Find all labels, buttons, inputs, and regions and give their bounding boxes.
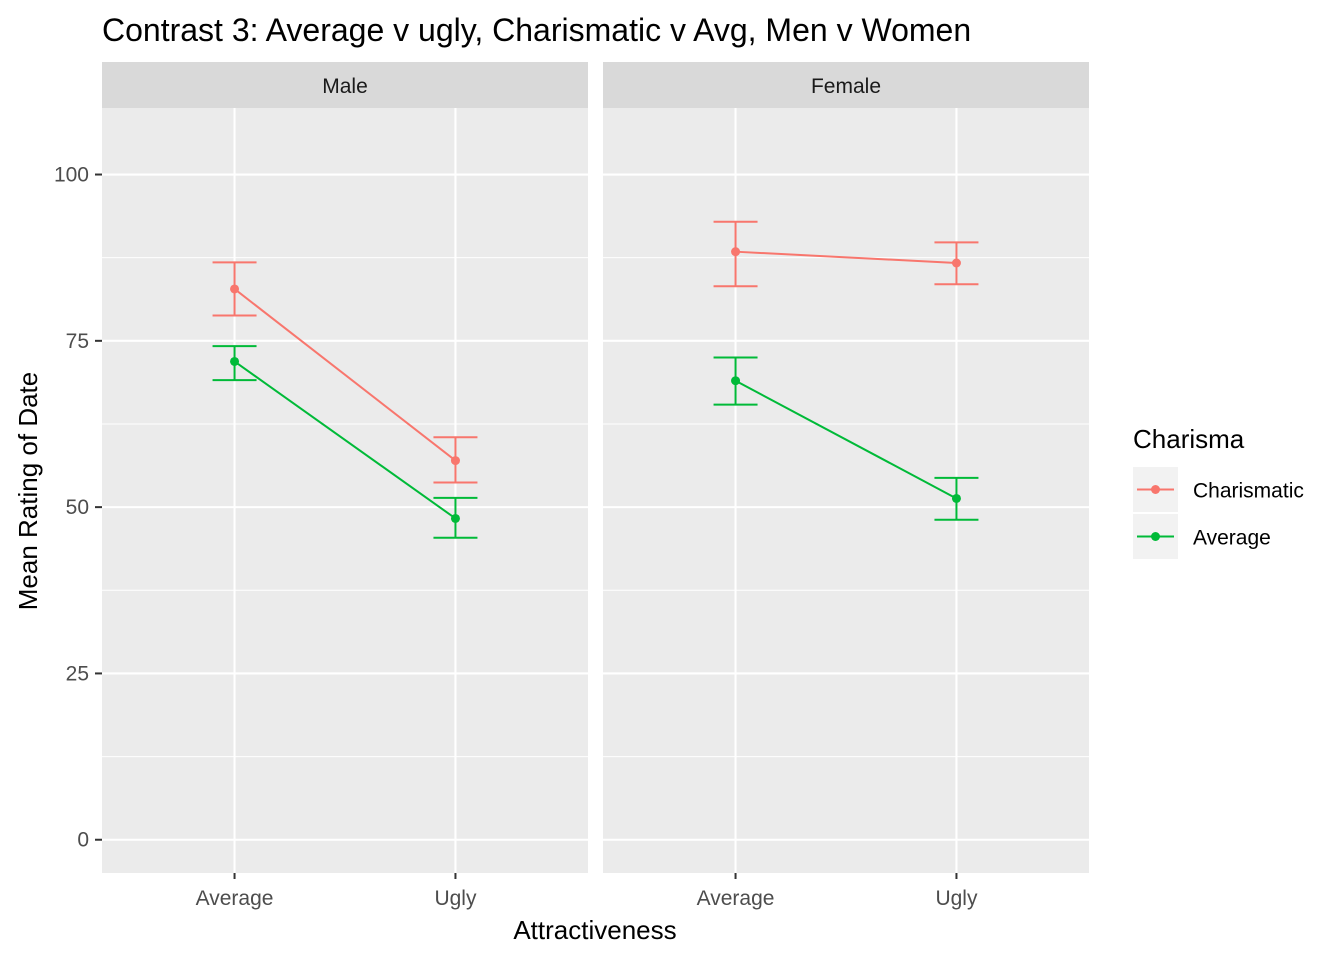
legend: Charisma Charismatic Average	[1133, 424, 1304, 559]
legend-label: Average	[1193, 527, 1271, 550]
legend-item-average: Average	[1133, 514, 1271, 559]
y-tick-label: 50	[66, 496, 89, 519]
y-tick-label: 0	[77, 829, 89, 852]
series-average	[212, 345, 478, 539]
data-point	[731, 247, 741, 257]
panel-male: Male Average Ugly	[102, 62, 588, 910]
panel-background	[603, 108, 1089, 873]
panel-female: Female Average Ugly	[603, 62, 1089, 910]
y-axis: 0 25 50 75 100	[54, 164, 102, 852]
legend-key-point	[1151, 532, 1160, 541]
data-point	[450, 513, 460, 523]
y-tick-label: 25	[66, 662, 89, 685]
panel-background	[102, 108, 588, 873]
legend-label: Charismatic	[1193, 480, 1304, 503]
series-charismatic	[212, 261, 478, 484]
x-axis-title: Attractiveness	[513, 915, 676, 945]
legend-title: Charisma	[1133, 424, 1245, 454]
x-tick-label: Ugly	[434, 887, 477, 910]
data-point	[230, 284, 240, 294]
series-charismatic	[713, 220, 979, 288]
series-line	[233, 360, 457, 520]
legend-item-charismatic: Charismatic	[1133, 467, 1304, 512]
data-point	[951, 258, 961, 268]
chart-title: Contrast 3: Average v ugly, Charismatic …	[102, 12, 971, 48]
data-point	[230, 356, 240, 366]
y-axis-title: Mean Rating of Date	[13, 372, 43, 610]
facet-strip-label: Male	[322, 75, 368, 98]
facet-strip	[102, 62, 588, 108]
data-point	[450, 456, 460, 466]
series-line	[735, 250, 957, 264]
panels: Male Average Ugly Female Average Ugly 0 25 50 75 1…	[54, 62, 1089, 910]
x-tick-label: Average	[196, 887, 274, 910]
series-line	[233, 288, 457, 462]
legend-key-point	[1151, 485, 1160, 494]
series-line	[735, 379, 957, 500]
y-tick-label: 100	[54, 164, 89, 187]
x-tick-label: Ugly	[935, 887, 978, 910]
y-tick-label: 75	[66, 330, 89, 353]
x-tick-label: Average	[697, 887, 775, 910]
data-point	[731, 376, 741, 386]
series-average	[713, 356, 979, 521]
facet-strip	[603, 62, 1089, 108]
data-point	[951, 493, 961, 503]
facet-strip-label: Female	[811, 75, 881, 98]
